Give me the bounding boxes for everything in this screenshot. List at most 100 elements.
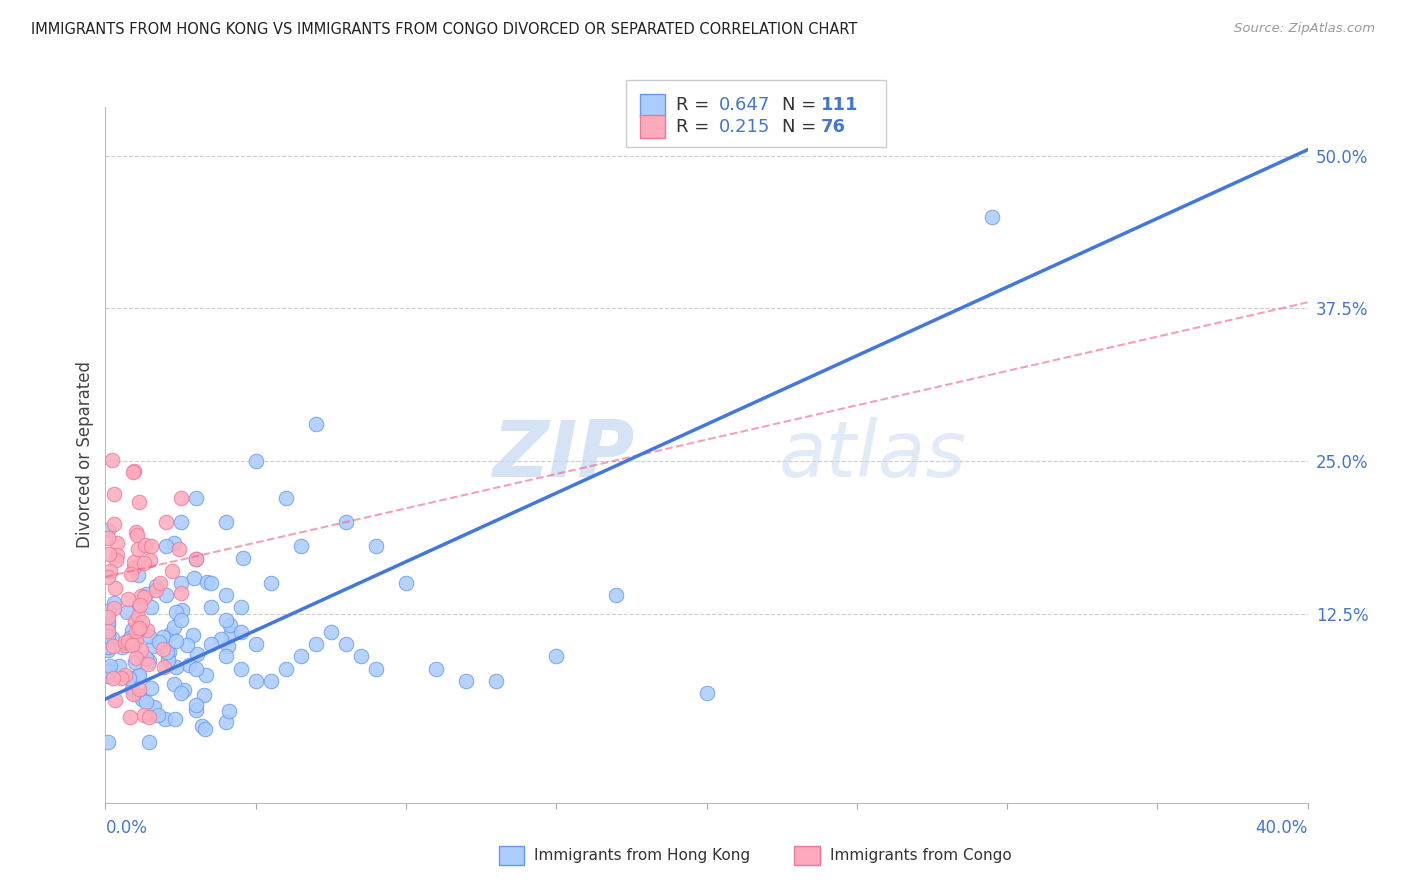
Point [169, 515, 191, 529]
Text: ZIP: ZIP [492, 417, 634, 493]
Point [245, 637, 267, 651]
Point [97, 609, 120, 624]
Point [335, 515, 357, 529]
Text: R =: R = [676, 118, 713, 136]
Point [163, 712, 186, 726]
Point [134, 591, 156, 605]
Point [454, 673, 477, 688]
Point [124, 614, 146, 628]
Text: 0.647: 0.647 [718, 96, 770, 114]
Point [127, 608, 149, 623]
Point [97, 532, 120, 546]
Point [105, 548, 128, 562]
Point [131, 691, 153, 706]
Point [124, 655, 146, 669]
Point [138, 735, 160, 749]
Point [200, 637, 222, 651]
Point [97, 735, 120, 749]
Point [101, 671, 124, 685]
Point [209, 632, 232, 646]
Point [152, 660, 174, 674]
Point [156, 645, 179, 659]
Point [97, 664, 120, 678]
Point [97, 523, 120, 537]
Point [121, 624, 143, 638]
Point [128, 667, 150, 681]
Point [335, 637, 357, 651]
Point [132, 708, 155, 723]
Point [148, 634, 170, 648]
Point [177, 657, 200, 672]
Text: Immigrants from Hong Kong: Immigrants from Hong Kong [534, 848, 751, 863]
Point [165, 605, 187, 619]
Point [114, 634, 136, 648]
Point [274, 491, 297, 505]
Point [98, 564, 121, 578]
Point [97, 643, 120, 657]
Point [218, 704, 240, 718]
Text: Source: ZipAtlas.com: Source: ZipAtlas.com [1234, 22, 1375, 36]
Point [121, 682, 143, 697]
Point [122, 555, 145, 569]
Point [166, 660, 188, 674]
Point [127, 567, 149, 582]
Point [121, 638, 143, 652]
Point [115, 605, 138, 619]
Text: 40.0%: 40.0% [1256, 819, 1308, 837]
Point [214, 649, 236, 664]
Point [120, 631, 142, 645]
Point [145, 582, 167, 597]
Point [305, 417, 328, 432]
Point [97, 629, 120, 643]
Point [200, 576, 222, 591]
Text: 0.215: 0.215 [718, 118, 770, 136]
Point [163, 677, 186, 691]
Point [103, 517, 125, 532]
Point [97, 615, 120, 629]
Point [128, 688, 150, 702]
Point [97, 662, 120, 676]
Point [129, 642, 152, 657]
Point [165, 634, 187, 648]
Point [125, 528, 148, 542]
Point [186, 703, 208, 717]
Point [118, 710, 141, 724]
Point [139, 540, 162, 554]
Point [229, 600, 252, 615]
Point [141, 681, 163, 696]
Point [214, 515, 236, 529]
Point [155, 540, 177, 554]
Point [127, 541, 149, 556]
Point [148, 576, 170, 591]
Point [103, 601, 125, 615]
Point [195, 668, 218, 682]
Point [101, 631, 124, 645]
Point [274, 661, 297, 675]
Point [120, 567, 142, 582]
Point [217, 639, 239, 653]
Point [260, 576, 283, 591]
Point [364, 540, 387, 554]
Point [104, 581, 127, 595]
Point [124, 634, 146, 648]
Point [104, 693, 127, 707]
Point [138, 629, 160, 643]
Point [127, 668, 149, 682]
Point [97, 624, 120, 638]
Point [125, 525, 148, 540]
Point [229, 661, 252, 675]
Point [101, 453, 124, 467]
Point [118, 671, 141, 685]
Point [145, 579, 167, 593]
Point [128, 495, 150, 509]
Point [169, 491, 191, 505]
Point [139, 552, 162, 566]
Point [122, 639, 145, 653]
Point [184, 698, 207, 713]
Point [245, 673, 267, 688]
Point [97, 570, 120, 584]
Point [981, 210, 1004, 224]
Text: atlas: atlas [779, 417, 966, 493]
Point [160, 564, 183, 578]
Point [139, 600, 162, 615]
